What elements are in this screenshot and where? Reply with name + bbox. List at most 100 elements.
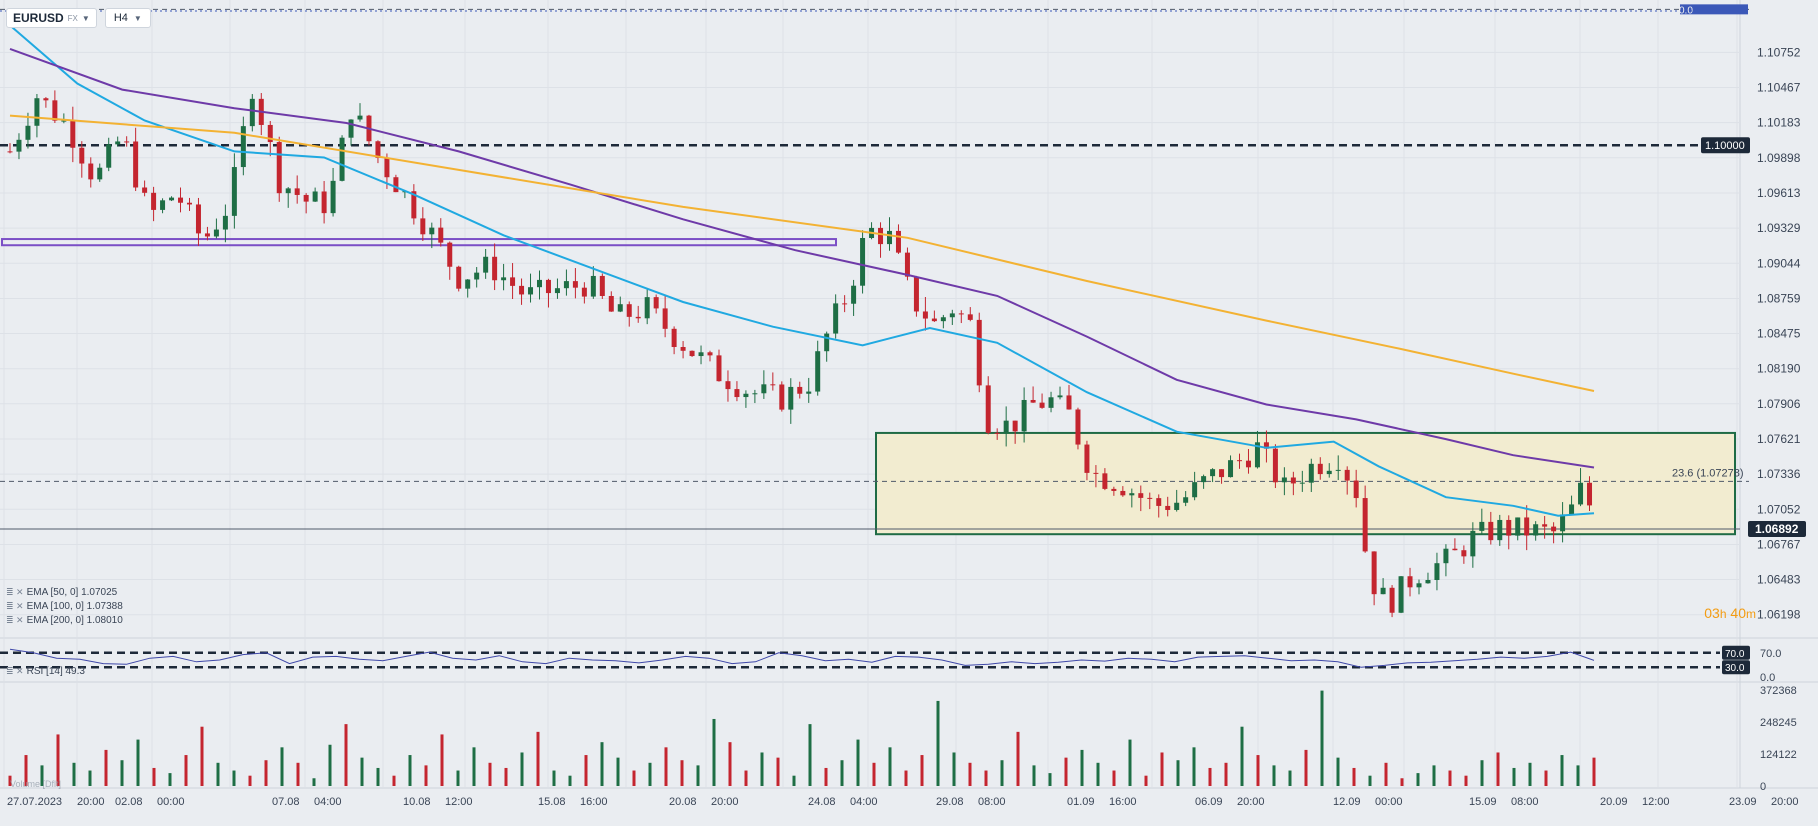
- candle-body: [222, 215, 228, 230]
- candle-body: [169, 197, 175, 201]
- candle-body: [133, 141, 139, 188]
- volume-bar: [1432, 765, 1436, 786]
- candle-body: [904, 252, 910, 277]
- candle-body: [940, 317, 946, 322]
- volume-bar: [408, 755, 412, 786]
- volume-bar: [888, 747, 892, 786]
- timeframe-selector[interactable]: H4 ▼: [104, 8, 151, 28]
- candle-body: [70, 120, 76, 148]
- volume-bar: [584, 755, 588, 786]
- candle-body: [420, 218, 426, 235]
- candle-body: [1488, 521, 1494, 541]
- candle-body: [1201, 476, 1207, 483]
- volume-bar: [952, 752, 956, 786]
- volume-bar: [8, 775, 12, 786]
- candle-body: [1147, 497, 1153, 499]
- candle-body: [563, 281, 569, 289]
- candle-body: [1272, 448, 1278, 483]
- volume-bar: [536, 731, 540, 786]
- candle-body: [276, 142, 282, 194]
- legend-label: EMA [200, 0] 1.08010: [26, 615, 123, 626]
- ema-100-line: [9, 47, 1595, 469]
- candle-body: [626, 304, 632, 317]
- price-tick-label: 1.06198: [1757, 608, 1801, 622]
- volume-bar: [296, 762, 300, 786]
- countdown-minutes-unit: m: [1746, 607, 1756, 621]
- time-tick-time: 20:00: [1237, 796, 1265, 808]
- candle-body: [779, 384, 785, 410]
- candle-body: [483, 256, 489, 273]
- volume-bar: [936, 700, 940, 786]
- candle-body: [1066, 395, 1072, 410]
- volume-bar: [424, 765, 428, 786]
- candle-body: [635, 316, 641, 319]
- volume-bar: [1512, 767, 1516, 786]
- candle-body: [1344, 469, 1350, 481]
- legend-menu-close-icon[interactable]: ≣ ✕: [6, 666, 24, 676]
- legend-label: Volume [Dflt]: [10, 779, 62, 789]
- volume-bar: [1576, 765, 1580, 786]
- price-tick-label: 1.09044: [1757, 256, 1801, 270]
- candle-body: [393, 177, 399, 193]
- volume-bar: [1240, 726, 1244, 786]
- timeframe-label: H4: [113, 12, 128, 24]
- volume-bar: [1480, 760, 1484, 786]
- price-tick-label: 1.09329: [1757, 221, 1801, 235]
- candle-body: [1129, 493, 1135, 496]
- price-tick-label: 1.07336: [1757, 467, 1801, 481]
- price-tick-label: 1.06767: [1757, 537, 1801, 551]
- volume-bar: [488, 762, 492, 786]
- price-tick-label: 1.10752: [1757, 45, 1801, 59]
- chevron-down-icon: ▼: [133, 13, 142, 23]
- volume-bar: [920, 755, 924, 786]
- round-level-tag: [1701, 137, 1750, 154]
- candle-body: [16, 139, 22, 152]
- candle-body: [1084, 444, 1090, 473]
- volume-bar: [824, 767, 828, 786]
- volume-bar: [616, 757, 620, 786]
- symbol-selector[interactable]: EURUSD FX ▼: [6, 8, 97, 28]
- candle-body: [1210, 469, 1216, 477]
- candle-body: [536, 279, 542, 288]
- candle-body: [1551, 526, 1557, 532]
- legend-menu-close-icon[interactable]: ≣ ✕: [6, 587, 24, 597]
- volume-bars-group: [8, 690, 1596, 786]
- candle-body: [447, 242, 453, 267]
- candle-body: [1093, 472, 1099, 474]
- candle-body: [617, 304, 623, 312]
- volume-bar: [1400, 778, 1404, 786]
- candle-body: [788, 386, 794, 410]
- legend-ema200[interactable]: ≣ ✕ EMA [200, 0] 1.08010: [6, 615, 123, 626]
- candle-body: [7, 151, 13, 153]
- volume-bar: [808, 724, 812, 786]
- legend-ema100[interactable]: ≣ ✕ EMA [100, 0] 1.07388: [6, 601, 123, 612]
- candle-body: [1479, 521, 1485, 531]
- volume-bar: [312, 778, 316, 786]
- candle-body: [644, 297, 650, 319]
- legend-rsi[interactable]: ≣ ✕ RSI [14] 49.3: [6, 666, 85, 677]
- legend-ema50[interactable]: ≣ ✕ EMA [50, 0] 1.07025: [6, 587, 117, 598]
- fib-top-tag: [1680, 4, 1748, 15]
- price-tick-label: 1.10183: [1757, 116, 1801, 130]
- volume-bar: [1336, 757, 1340, 786]
- fib-236-label: 23.6 (1.07278): [1672, 467, 1744, 479]
- candle-body: [186, 202, 192, 205]
- candle-body: [1254, 442, 1260, 468]
- candle-body: [842, 303, 848, 305]
- candle-body: [501, 277, 507, 281]
- round-level-label: 1.10000: [1705, 140, 1745, 152]
- volume-bar: [1304, 749, 1308, 786]
- time-tick-time: 12:00: [445, 796, 473, 808]
- candle-body: [1299, 482, 1305, 484]
- volume-bar: [472, 747, 476, 786]
- legend-menu-close-icon[interactable]: ≣ ✕: [6, 615, 24, 625]
- candle-body: [43, 98, 49, 101]
- legend-volume: Volume [Dflt]: [10, 779, 61, 789]
- time-tick-time: 16:00: [580, 796, 608, 808]
- volume-bar: [728, 742, 732, 786]
- time-tick-date: 24.08: [808, 796, 836, 808]
- legend-menu-close-icon[interactable]: ≣ ✕: [6, 601, 24, 611]
- candle-body: [519, 285, 525, 295]
